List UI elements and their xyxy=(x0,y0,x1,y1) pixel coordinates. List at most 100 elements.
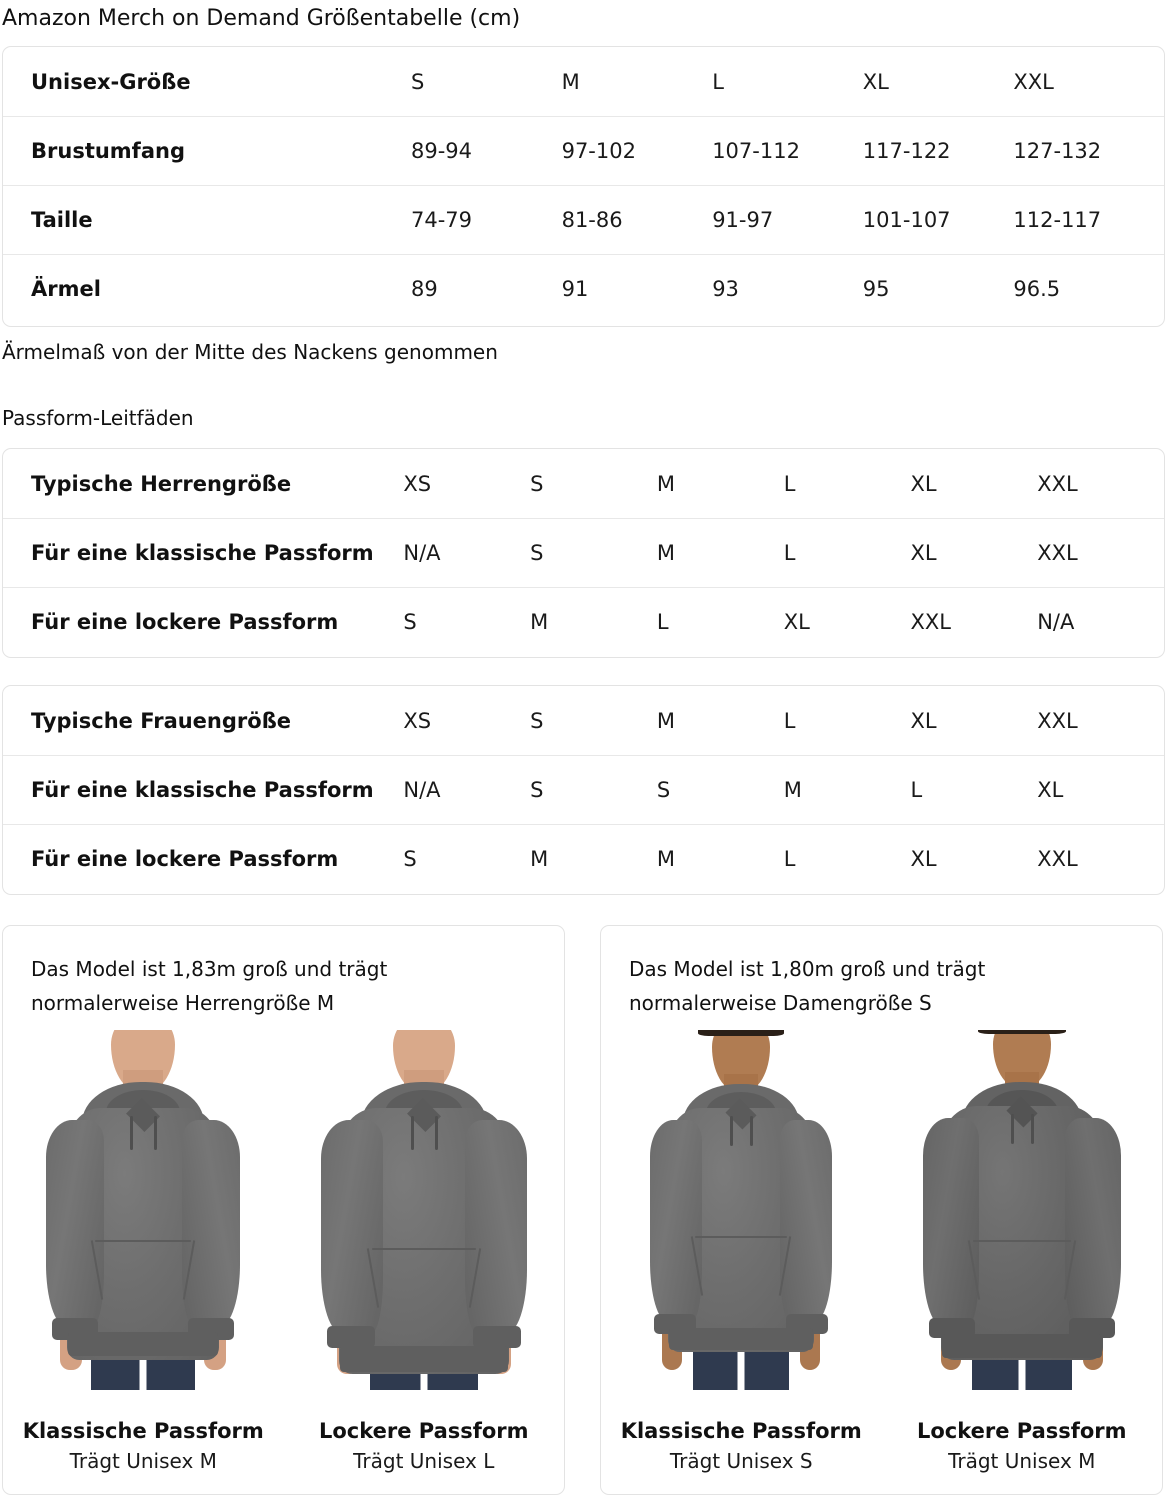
table-row: Typische Herrengröße XS S M L XL XXL xyxy=(3,449,1164,518)
table-row: Typische Frauengröße XS S M L XL XXL xyxy=(3,686,1164,755)
cell: XXL xyxy=(1037,708,1078,733)
cell: S xyxy=(530,471,544,496)
cell: S xyxy=(403,847,417,871)
cell: L xyxy=(783,471,796,496)
sleeve-measurement-note: Ärmelmaß von der Mitte des Nackens genom… xyxy=(2,340,498,364)
cell: S xyxy=(530,541,544,565)
row-header: Für eine lockere Passform xyxy=(31,847,339,871)
women-loose-caption: Lockere Passform Trägt Unisex M xyxy=(882,1416,1163,1476)
row-header: Brustumfang xyxy=(31,139,185,163)
table-row: Brustumfang 89-94 97-102 107-112 117-122… xyxy=(3,116,1164,185)
men-classic-fit-photo xyxy=(3,1030,284,1390)
cell: 97-102 xyxy=(561,139,636,163)
cell: XL xyxy=(910,471,937,496)
cell: XS xyxy=(403,471,432,496)
women-classic-fit-photo xyxy=(601,1030,882,1390)
men-fit-guide-table: Typische Herrengröße XS S M L XL XXL Für… xyxy=(2,448,1165,658)
fit-title: Lockere Passform xyxy=(916,1419,1127,1443)
page-title: Amazon Merch on Demand Größentabelle (cm… xyxy=(2,6,521,31)
fit-wears: Trägt Unisex M xyxy=(948,1449,1096,1473)
fit-title: Lockere Passform xyxy=(318,1419,529,1443)
men-loose-caption: Lockere Passform Trägt Unisex L xyxy=(284,1416,565,1476)
cell: L xyxy=(783,541,796,565)
table-row: Ärmel 89 91 93 95 96.5 xyxy=(3,254,1164,323)
cell: XXL xyxy=(1037,847,1078,871)
cell: 101-107 xyxy=(862,208,951,232)
row-header: Ärmel xyxy=(31,277,101,301)
male-model-figure-loose xyxy=(319,1030,529,1390)
cell: L xyxy=(712,69,724,94)
cell: 95 xyxy=(862,277,890,301)
fit-wears: Trägt Unisex M xyxy=(69,1449,217,1473)
cell: S xyxy=(403,610,417,634)
women-fit-guide-table: Typische Frauengröße XS S M L XL XXL Für… xyxy=(2,685,1165,895)
men-caption-row: Klassische Passform Trägt Unisex M Locke… xyxy=(3,1416,564,1476)
women-classic-caption: Klassische Passform Trägt Unisex S xyxy=(601,1416,882,1476)
fit-title: Klassische Passform xyxy=(22,1419,264,1443)
table-row: Für eine lockere Passform S M L XL XXL N… xyxy=(3,587,1164,656)
cell: L xyxy=(783,847,796,871)
cell: S xyxy=(410,69,425,94)
men-model-description: Das Model ist 1,83m groß und trägt norma… xyxy=(31,957,388,1015)
row-header: Unisex-Größe xyxy=(31,69,191,94)
female-model-figure-classic xyxy=(636,1030,846,1390)
unisex-size-table: Unisex-Größe S M L XL XXL Brustumfang 89… xyxy=(2,46,1165,327)
cell: 107-112 xyxy=(712,139,800,163)
table-row: Für eine klassische Passform N/A S M L X… xyxy=(3,518,1164,587)
fit-guides-heading: Passform-Leitfäden xyxy=(2,406,194,430)
table-row: Für eine lockere Passform S M M L XL XXL xyxy=(3,824,1164,893)
cell: 91 xyxy=(561,277,589,301)
hoodie-graphic xyxy=(38,1082,248,1382)
cell: 74-79 xyxy=(410,208,472,232)
row-header: Für eine klassische Passform xyxy=(31,541,374,565)
hoodie-graphic xyxy=(636,1084,846,1380)
cell: N/A xyxy=(1037,610,1075,634)
cell: S xyxy=(530,778,544,802)
cell: M xyxy=(656,708,676,733)
men-model-card: Das Model ist 1,83m groß und trägt norma… xyxy=(2,925,565,1495)
cell: 96.5 xyxy=(1013,277,1061,301)
cell: XL xyxy=(862,69,889,94)
table-row: Taille 74-79 81-86 91-97 101-107 112-117 xyxy=(3,185,1164,254)
male-model-figure-classic xyxy=(38,1030,248,1390)
cell: 117-122 xyxy=(862,139,951,163)
women-caption-row: Klassische Passform Trägt Unisex S Locke… xyxy=(601,1416,1162,1476)
row-header: Taille xyxy=(31,208,93,232)
cell: 89-94 xyxy=(410,139,472,163)
cell: XXL xyxy=(1037,541,1078,565)
women-photo-row xyxy=(601,1030,1162,1390)
fit-wears: Trägt Unisex L xyxy=(353,1449,495,1473)
women-loose-fit-photo xyxy=(882,1030,1163,1390)
cell: M xyxy=(530,610,549,634)
fit-wears: Trägt Unisex S xyxy=(669,1449,813,1473)
cell: XS xyxy=(403,708,432,733)
cell: S xyxy=(656,778,671,802)
cell: L xyxy=(656,610,669,634)
cell: M xyxy=(530,847,549,871)
cell: XXL xyxy=(910,610,951,634)
table-row: Für eine klassische Passform N/A S S M L… xyxy=(3,755,1164,824)
cell: 93 xyxy=(712,277,739,301)
fit-title: Klassische Passform xyxy=(620,1419,862,1443)
cell: XL xyxy=(910,541,937,565)
cell: XL xyxy=(910,847,937,871)
men-photo-row xyxy=(3,1030,564,1390)
cell: S xyxy=(530,708,544,733)
cell: XL xyxy=(910,708,937,733)
men-classic-caption: Klassische Passform Trägt Unisex M xyxy=(3,1416,284,1476)
cell: M xyxy=(656,847,676,871)
women-model-card: Das Model ist 1,80m groß und trägt norma… xyxy=(600,925,1163,1495)
row-header: Für eine klassische Passform xyxy=(31,778,374,802)
cell: M xyxy=(656,471,676,496)
cell: 89 xyxy=(410,277,438,301)
cell: L xyxy=(783,708,796,733)
cell: XL xyxy=(783,610,810,634)
cell: M xyxy=(656,541,676,565)
men-loose-fit-photo xyxy=(284,1030,565,1390)
hoodie-graphic xyxy=(917,1082,1127,1384)
row-header: Für eine lockere Passform xyxy=(31,610,339,634)
cell: N/A xyxy=(403,541,441,565)
female-model-figure-loose xyxy=(917,1030,1127,1390)
cell: N/A xyxy=(403,778,441,802)
cell: M xyxy=(561,69,580,94)
